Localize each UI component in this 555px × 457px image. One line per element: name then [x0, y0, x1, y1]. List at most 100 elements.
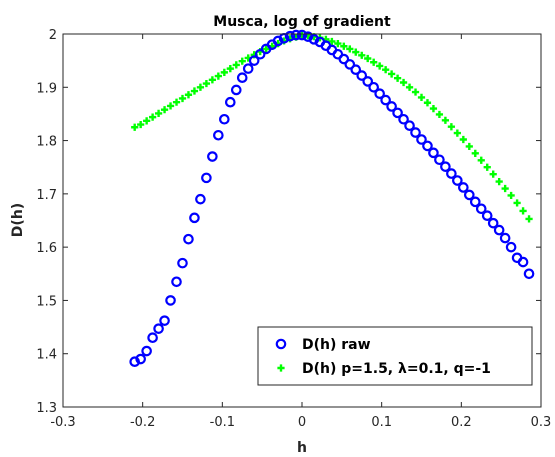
data-point-circle	[386, 101, 397, 112]
data-point-plus	[483, 163, 491, 171]
legend-marker-circle	[275, 338, 287, 350]
data-point-circle	[201, 172, 212, 184]
data-point-plus	[226, 65, 234, 73]
data-point-circle	[242, 63, 254, 74]
data-point-circle	[380, 94, 391, 106]
data-point-plus	[184, 91, 193, 99]
data-point-circle	[374, 88, 385, 99]
data-point-plus	[376, 62, 384, 70]
data-point-circle	[230, 84, 242, 96]
data-point-circle	[517, 256, 529, 268]
legend-marker-plus	[277, 364, 285, 372]
data-point-circle	[350, 64, 362, 76]
data-point-plus	[262, 45, 270, 53]
data-point-plus	[137, 120, 145, 129]
data-point-circle	[308, 34, 320, 45]
x-tick-label: -0.2	[130, 415, 155, 430]
data-point-circle	[302, 31, 314, 42]
data-point-circle	[129, 356, 140, 368]
data-point-plus	[358, 51, 366, 59]
data-point-plus	[417, 93, 426, 102]
data-point-circle	[499, 232, 511, 244]
data-point-plus	[471, 149, 479, 157]
data-point-circle	[475, 203, 487, 215]
legend-entry-label: D(h) p=1.5, λ=0.1, q=-1	[302, 361, 491, 377]
data-point-plus	[453, 129, 461, 137]
y-tick-label: 1.8	[36, 135, 57, 150]
data-point-circle	[272, 35, 284, 47]
y-tick-label: 1.5	[36, 294, 57, 309]
data-point-circle	[368, 81, 379, 93]
data-point-plus	[328, 37, 336, 46]
data-point-plus	[238, 57, 246, 65]
series-raw	[129, 29, 535, 368]
data-point-circle	[189, 212, 200, 224]
data-point-circle	[135, 353, 146, 365]
data-point-plus	[405, 83, 414, 91]
data-point-circle	[458, 182, 469, 193]
data-point-circle	[356, 70, 368, 81]
data-point-circle	[177, 257, 188, 269]
data-point-circle	[290, 29, 302, 41]
data-point-circle	[183, 233, 194, 245]
data-point-circle	[392, 107, 403, 119]
data-point-plus	[214, 72, 222, 80]
data-point-plus	[513, 199, 521, 207]
data-point-circle	[213, 129, 224, 141]
data-point-plus	[160, 106, 169, 114]
data-point-circle	[398, 113, 409, 125]
y-tick-label: 2	[49, 28, 57, 43]
data-point-plus	[423, 99, 432, 107]
x-tick-label: 0.2	[451, 415, 472, 430]
data-point-circle	[147, 332, 158, 344]
data-point-plus	[525, 215, 533, 223]
data-point-plus	[131, 123, 139, 131]
y-axis-label: D(h)	[10, 203, 26, 237]
legend-entry-label: D(h) raw	[302, 337, 371, 353]
data-point-plus	[340, 42, 348, 50]
data-point-plus	[364, 54, 372, 63]
x-tick-label: 0.3	[531, 415, 552, 430]
data-point-circle	[284, 30, 296, 42]
data-point-plus	[143, 117, 151, 125]
data-point-plus	[190, 87, 199, 95]
data-point-circle	[362, 76, 374, 87]
data-point-circle	[493, 224, 505, 236]
data-point-plus	[232, 61, 240, 69]
data-point-circle	[141, 345, 152, 357]
x-tick-label: 0	[298, 415, 306, 430]
data-point-plus	[394, 74, 402, 82]
x-axis-label: h	[297, 440, 307, 456]
data-point-circle	[463, 189, 475, 201]
data-point-plus	[388, 70, 396, 78]
y-tick-label: 1.9	[36, 81, 57, 96]
data-point-plus	[429, 105, 438, 113]
data-point-circle	[207, 151, 218, 162]
series-layer	[129, 29, 535, 368]
y-tick-label: 1.4	[36, 348, 57, 363]
data-point-circle	[159, 315, 170, 326]
data-point-plus	[155, 109, 163, 117]
data-point-plus	[507, 191, 515, 200]
data-point-plus	[447, 123, 455, 131]
data-point-plus	[501, 184, 509, 193]
data-point-circle	[254, 48, 266, 60]
data-point-circle	[296, 29, 308, 41]
data-point-circle	[416, 134, 427, 145]
data-point-circle	[469, 196, 481, 208]
data-point-plus	[166, 102, 175, 110]
data-point-circle	[422, 140, 433, 152]
data-point-plus	[334, 39, 342, 48]
data-point-plus	[352, 48, 360, 56]
data-point-plus	[178, 94, 187, 103]
data-point-circle	[446, 168, 457, 179]
legend-box	[257, 326, 533, 386]
y-tick-label: 1.7	[36, 188, 57, 203]
data-point-circle	[165, 295, 176, 306]
data-point-circle	[153, 323, 164, 334]
data-point-plus	[411, 88, 420, 96]
data-point-circle	[487, 217, 499, 229]
data-point-plus	[202, 79, 210, 88]
data-point-circle	[505, 241, 517, 253]
